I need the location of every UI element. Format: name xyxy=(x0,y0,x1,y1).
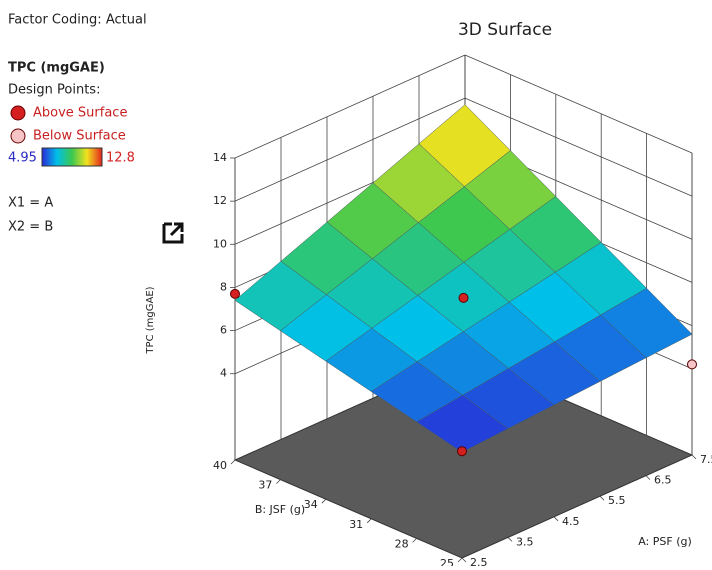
legend-label: Below Surface xyxy=(33,129,126,144)
y-tick-label: 28 xyxy=(395,537,409,550)
response-name: TPC (mgGAE) xyxy=(8,61,105,76)
colorbar xyxy=(41,147,103,167)
grid-line xyxy=(464,97,693,197)
tick-mark xyxy=(507,537,513,542)
z-tick-label: 12 xyxy=(213,194,227,207)
design-point xyxy=(458,292,469,303)
tick-mark xyxy=(230,459,236,465)
x-tick-label: 4.5 xyxy=(562,515,580,528)
z-tick-label: 8 xyxy=(220,280,227,293)
design-point xyxy=(230,288,240,299)
chart-title: 3D Surface xyxy=(458,20,552,40)
design-point xyxy=(457,446,467,457)
expand-icon[interactable] xyxy=(162,222,184,244)
surface-cell xyxy=(416,394,509,453)
grid-line xyxy=(234,97,466,202)
grid-line xyxy=(234,54,466,159)
tick-mark xyxy=(645,475,651,480)
y-axis-label: B: JSF (g) xyxy=(255,503,305,516)
tick-mark xyxy=(599,495,605,501)
colorbar-min: 4.95 xyxy=(8,151,37,166)
tick-mark xyxy=(553,516,559,522)
z-tick-label: 6 xyxy=(220,324,227,337)
x-tick-label: 2.5 xyxy=(470,556,488,566)
tick-mark xyxy=(276,479,281,484)
tick-mark xyxy=(691,454,697,460)
tick-mark xyxy=(366,518,372,524)
z-tick-label: 10 xyxy=(213,237,227,250)
x-tick-label: 7.5 xyxy=(700,453,712,466)
factor-1: X1 = A xyxy=(8,196,53,211)
design-point xyxy=(687,359,697,370)
x-axis-label: A: PSF (g) xyxy=(638,535,692,548)
legend-label: Above Surface xyxy=(33,106,127,121)
x-tick-label: 3.5 xyxy=(516,535,534,548)
y-tick-label: 31 xyxy=(349,518,363,531)
factor-coding: Factor Coding: Actual xyxy=(8,13,147,28)
z-tick-label: 14 xyxy=(213,151,227,164)
y-tick-label: 37 xyxy=(258,479,272,492)
y-tick-label: 34 xyxy=(304,498,318,511)
x-tick-label: 6.5 xyxy=(654,474,672,487)
legend-title: Design Points: xyxy=(8,83,100,98)
x-tick-label: 5.5 xyxy=(608,494,626,507)
legend-marker xyxy=(10,105,26,121)
expand-icon-path xyxy=(162,222,184,244)
grid-line xyxy=(464,54,693,154)
tick-mark xyxy=(321,498,327,504)
z-axis-label: TPC (mgGAE) xyxy=(145,286,156,354)
y-tick-label: 25 xyxy=(440,557,454,566)
tick-mark xyxy=(461,557,467,563)
tick-mark xyxy=(412,538,417,543)
colorbar-max: 12.8 xyxy=(106,151,135,166)
factor-2: X2 = B xyxy=(8,220,53,235)
y-tick-label: 40 xyxy=(213,459,227,472)
z-tick-label: 4 xyxy=(220,367,227,380)
legend-marker xyxy=(10,128,26,144)
tick-mark xyxy=(457,557,463,563)
